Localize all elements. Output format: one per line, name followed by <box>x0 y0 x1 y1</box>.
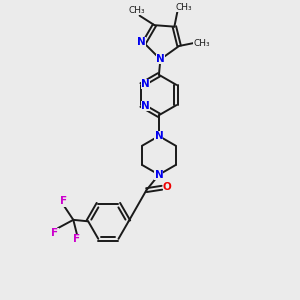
Text: CH₃: CH₃ <box>176 3 192 12</box>
Text: N: N <box>154 131 163 141</box>
Text: O: O <box>163 182 172 192</box>
Text: N: N <box>156 54 165 64</box>
Text: N: N <box>154 170 163 180</box>
Text: F: F <box>60 196 68 206</box>
Text: N: N <box>141 79 150 89</box>
Text: N: N <box>137 38 146 47</box>
Text: F: F <box>51 228 58 238</box>
Text: F: F <box>73 234 80 244</box>
Text: CH₃: CH₃ <box>128 6 145 15</box>
Text: N: N <box>141 101 150 111</box>
Text: CH₃: CH₃ <box>193 38 210 47</box>
